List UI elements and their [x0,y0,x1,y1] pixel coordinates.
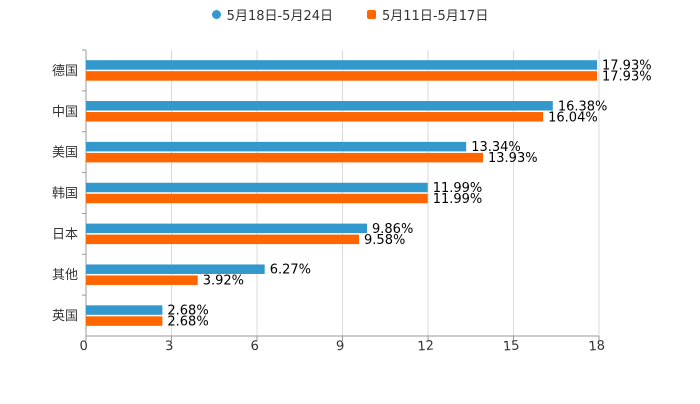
legend: 5月18日-5月24日 5月11日-5月17日 [0,4,700,24]
bar-series-2-3 [86,193,428,204]
data-label-series-2-1: 16.04% [548,110,598,125]
bar-series-1-4 [86,223,368,234]
x-tick-label-5: 15 [502,338,520,354]
bar-series-1-6 [86,305,163,315]
data-label-series-1-3: 11.99% [433,181,483,196]
data-label-series-1-5: 6.27% [270,263,311,278]
bar-series-2-1 [86,112,544,122]
y-category-label-3: 韩国 [52,187,78,202]
x-tick-label-1: 3 [165,339,174,355]
bar-series-2-5 [86,275,198,285]
y-category-label-1: 中国 [52,105,78,120]
data-label-series-2-0: 17.93% [602,69,652,84]
bar-series-1-0 [86,60,598,70]
data-label-series-2-3: 11.99% [433,192,483,207]
x-tick-label-4: 12 [417,338,435,354]
y-category-label-4: 日本 [52,227,78,242]
y-category-label-5: 其他 [52,268,78,283]
data-label-series-2-4: 9.58% [364,233,405,248]
legend-label-series-1: 5月18日-5月24日 [226,8,333,24]
bar-series-2-0 [86,71,598,81]
data-label-series-2-5: 3.92% [203,274,244,289]
y-category-label-6: 英国 [52,309,78,324]
bar-series-1-1 [86,101,553,111]
data-label-series-1-4: 9.86% [372,222,413,237]
legend-label-series-2: 5月11日-5月17日 [382,8,489,24]
bar-series-1-2 [86,141,467,152]
data-label-series-1-2: 13.34% [471,140,521,155]
data-label-series-1-0: 17.93% [602,58,652,73]
legend-item-series-1[interactable]: 5月18日-5月24日 [211,5,333,24]
y-category-label-2: 美国 [52,146,78,161]
x-tick-label-6: 18 [588,338,606,354]
legend-marker-series-2 [367,9,376,19]
legend-marker-series-1 [211,9,221,19]
data-label-series-2-2: 13.93% [488,151,538,166]
legend-item-series-2[interactable]: 5月11日-5月17日 [367,5,488,24]
x-tick-label-3: 9 [336,339,345,355]
data-label-series-1-1: 16.38% [558,99,608,114]
y-category-label-0: 德国 [52,64,78,79]
x-tick-label-2: 6 [250,339,259,355]
bar-series-2-2 [86,152,484,163]
x-tick-label-0: 0 [79,339,88,355]
bar-series-1-3 [86,182,428,193]
data-label-series-1-6: 2.68% [167,304,208,319]
bar-series-1-5 [86,264,265,274]
bar-series-2-4 [86,234,360,245]
data-label-series-2-6: 2.68% [167,315,208,330]
bar-series-2-6 [86,316,163,326]
